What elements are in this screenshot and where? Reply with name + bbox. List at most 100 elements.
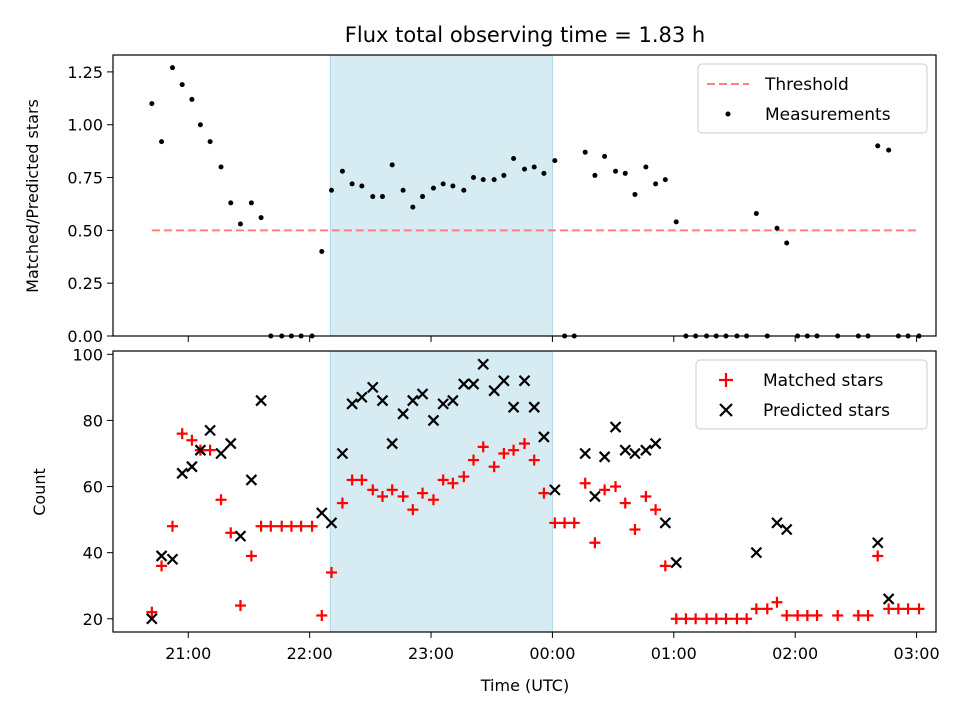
matched-star-point: [397, 490, 409, 502]
matched-star-point: [427, 494, 439, 506]
observing-span-shade: [329, 54, 553, 337]
measurement-point: [207, 139, 213, 145]
predicted-star-point: [477, 358, 490, 371]
matched-star-point: [156, 560, 168, 572]
predicted-star-point: [416, 388, 429, 400]
measurement-point: [501, 172, 507, 178]
predicted-star-point: [376, 394, 389, 407]
x-tick-label: 21:00: [165, 644, 211, 663]
plot-frame: [112, 54, 937, 337]
x-tick-label: 22:00: [287, 644, 333, 663]
measurement-point: [886, 147, 892, 153]
measurement-point: [774, 225, 780, 231]
matched-star-point: [346, 474, 358, 486]
predicted-star-point: [629, 447, 641, 460]
predicted-star-point: [366, 381, 379, 394]
predicted-star-point: [458, 378, 470, 390]
predicted-star-point: [640, 444, 652, 456]
matched-star-point: [225, 527, 237, 539]
measurement-point: [784, 240, 790, 246]
x-axis-label: Time (UTC): [480, 676, 569, 695]
measurement-points: [149, 65, 922, 339]
predicted-star-point: [316, 507, 328, 519]
legend-measurement-swatch: [725, 111, 731, 117]
star-count-panel: 20 40 60 80 100 21:00 22:00 23:00 00:00 01:00 02:…: [30, 345, 940, 695]
x-tick-label: 00:00: [529, 644, 575, 663]
legend-measurements-label: Measurements: [765, 105, 891, 125]
x-tick-label: 03:00: [894, 644, 940, 663]
matched-star-point: [166, 520, 178, 532]
predicted-star-point: [771, 517, 783, 529]
measurement-point: [430, 185, 436, 191]
predicted-star-point: [518, 374, 531, 387]
matched-star-point: [488, 461, 500, 473]
matched-star-point: [902, 603, 914, 615]
matched-star-point: [559, 517, 571, 529]
predicted-star-point: [146, 612, 158, 625]
matched-star-point: [690, 613, 702, 625]
predicted-star-point: [507, 401, 520, 413]
matched-star-point: [468, 454, 480, 466]
flux-ratio-panel: Flux total observing time = 1.83 h 0.000…: [23, 23, 937, 346]
legend-threshold-label: Threshold: [764, 75, 849, 95]
matched-star-point: [186, 434, 198, 446]
y-tick-label: 100: [72, 345, 103, 364]
matched-star-point: [498, 447, 510, 459]
predicted-star-point: [325, 517, 338, 529]
matched-star-point: [407, 504, 419, 516]
measurement-point: [379, 194, 385, 200]
predicted-star-point: [204, 424, 216, 437]
y-axis-ticks: 20 40 60 80 100: [72, 345, 113, 629]
matched-star-point: [599, 484, 611, 496]
chart-title: Flux total observing time = 1.83 h: [345, 23, 705, 47]
measurement-point: [370, 194, 376, 200]
predicted-star-points: [146, 358, 895, 625]
measurement-point: [632, 191, 638, 197]
measurement-point: [237, 221, 243, 227]
matched-star-point: [276, 520, 288, 532]
predicted-star-point: [670, 556, 683, 569]
legend-matched-swatch: [719, 373, 733, 387]
predicted-star-point: [437, 398, 449, 410]
measurement-point: [218, 164, 224, 170]
matched-star-point: [295, 520, 307, 532]
matched-star-point: [437, 474, 449, 486]
predicted-star-point: [397, 408, 409, 420]
predicted-star-point: [780, 523, 793, 536]
matched-star-point: [477, 441, 489, 453]
predicted-star-point: [579, 447, 591, 460]
plot-frame: [112, 350, 937, 633]
predicted-star-point: [598, 451, 611, 463]
legend-predicted-label: Predicted stars: [763, 401, 890, 421]
matched-star-point: [376, 490, 388, 502]
matched-star-point: [528, 454, 540, 466]
matched-star-point: [801, 609, 813, 621]
x-tick-label: 02:00: [772, 644, 818, 663]
measurement-point: [592, 172, 598, 178]
measurement-point: [480, 177, 486, 183]
measurement-point: [541, 170, 547, 176]
predicted-star-point: [467, 378, 480, 390]
matched-star-point: [913, 603, 925, 615]
y-axis-label: Matched/Predicted stars: [23, 99, 42, 293]
y-tick-label: 1.00: [67, 116, 103, 135]
matched-star-point: [215, 494, 227, 506]
matched-star-point: [741, 613, 753, 625]
matched-star-points: [146, 428, 925, 625]
predicted-star-point: [166, 553, 179, 566]
matched-star-point: [650, 504, 662, 516]
measurement-point: [450, 183, 456, 189]
measurement-point: [258, 215, 264, 221]
measurement-point: [531, 164, 537, 170]
matched-star-point: [204, 444, 216, 456]
measurement-point: [410, 204, 416, 210]
x-axis-ticks: [187, 336, 918, 342]
predicted-star-point: [346, 398, 358, 410]
matched-star-point: [285, 520, 297, 532]
matched-star-point: [892, 603, 904, 615]
matched-star-point: [417, 487, 429, 499]
matched-star-point: [265, 520, 277, 532]
matched-star-point: [792, 609, 804, 621]
measurement-point: [613, 168, 619, 174]
predicted-star-point: [447, 394, 459, 407]
